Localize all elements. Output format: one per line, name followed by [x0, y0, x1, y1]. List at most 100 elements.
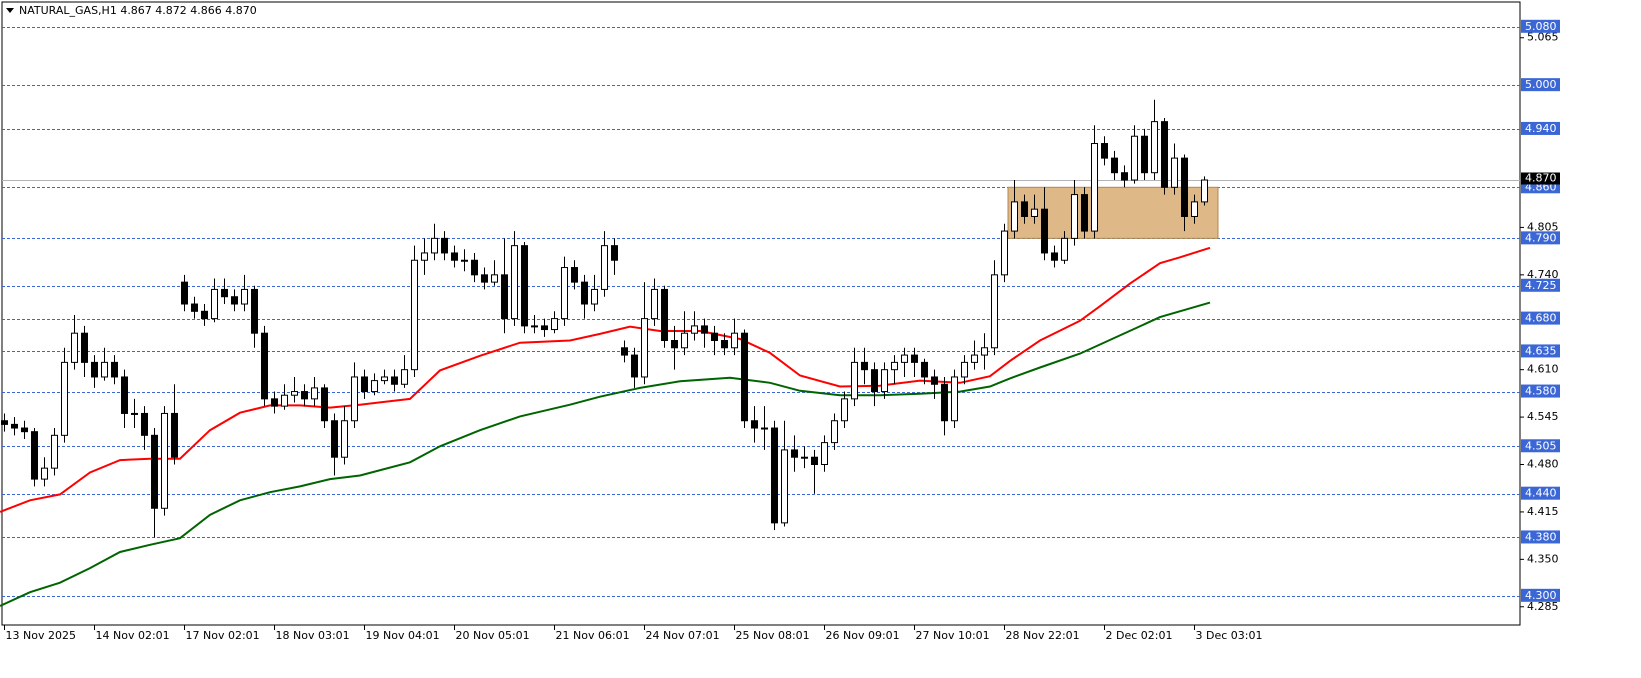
level-label-box	[1521, 231, 1560, 245]
candle-body	[481, 274, 488, 283]
x-tick-label: 25 Nov 08:01	[736, 629, 810, 642]
candle-body	[771, 427, 778, 524]
candle-body	[1011, 201, 1018, 232]
x-tick-label: 19 Nov 04:01	[366, 629, 440, 642]
candle-body	[861, 361, 868, 371]
candle-body	[31, 431, 38, 480]
candle-body	[381, 376, 388, 382]
candle-body	[581, 281, 588, 305]
candle-body	[1111, 157, 1118, 174]
candle-body	[641, 318, 648, 378]
candle-body	[501, 274, 508, 320]
candle-body	[1181, 157, 1188, 217]
level-label-box	[1521, 439, 1560, 453]
candle-body	[301, 391, 308, 400]
candle-body	[261, 332, 268, 400]
candle-body	[851, 361, 858, 400]
candle-body	[451, 252, 458, 261]
candle-body	[111, 361, 118, 378]
candle-body	[371, 380, 378, 393]
y-tick-label: 4.285	[1527, 600, 1559, 613]
candle-body	[701, 325, 708, 334]
candle-body	[591, 288, 598, 305]
candle-body	[711, 332, 718, 341]
x-tick-label: 27 Nov 10:01	[916, 629, 990, 642]
candle-body	[1191, 201, 1198, 217]
candle-body	[721, 339, 728, 349]
moving-average-line	[0, 246, 1211, 513]
candle-body	[401, 369, 408, 385]
candle-body	[121, 376, 128, 414]
candle-body	[271, 398, 278, 407]
candle-body	[471, 259, 478, 276]
x-tick-label: 26 Nov 09:01	[826, 629, 900, 642]
candle-body	[811, 456, 818, 466]
candle-body	[191, 303, 198, 312]
plot-frame	[1, 1, 1521, 626]
candle-body	[1031, 208, 1038, 217]
candle-body	[921, 361, 928, 378]
y-tick-label: 4.610	[1527, 363, 1559, 376]
candle-body	[311, 387, 318, 400]
level-label: 4.505	[1525, 439, 1557, 452]
candle-body	[71, 332, 78, 363]
x-tick-label: 13 Nov 2025	[6, 629, 76, 642]
x-tick-label: 20 Nov 05:01	[456, 629, 530, 642]
candle-body	[1, 420, 8, 425]
candle-body	[81, 332, 88, 363]
x-tick-label: 17 Nov 02:01	[186, 629, 260, 642]
candle-body	[441, 237, 448, 254]
candle-body	[741, 332, 748, 422]
y-tick-label: 4.805	[1527, 220, 1559, 233]
candle-body	[831, 420, 838, 444]
candle-body	[531, 325, 538, 328]
candle-body	[781, 449, 788, 524]
candle-body	[241, 288, 248, 305]
candle-body	[731, 332, 738, 349]
candle-body	[671, 339, 678, 349]
candle-body	[201, 310, 208, 320]
candle-body	[341, 420, 348, 458]
level-label: 4.635	[1525, 344, 1557, 357]
level-label: 5.080	[1525, 20, 1557, 33]
level-label-box	[1521, 311, 1560, 325]
candle-body	[1121, 172, 1128, 181]
candle-body	[161, 412, 168, 509]
y-tick-label: 4.545	[1527, 410, 1559, 423]
y-tick-label: 4.740	[1527, 268, 1559, 281]
x-tick-label: 14 Nov 02:01	[96, 629, 170, 642]
candle-body	[1161, 121, 1168, 188]
candle-body	[321, 387, 328, 422]
candle-body	[551, 318, 558, 331]
candle-body	[11, 423, 18, 429]
candle-body	[751, 420, 758, 429]
candle-body	[871, 369, 878, 393]
candle-body	[1041, 208, 1048, 254]
level-label-box	[1521, 19, 1560, 33]
candle-body	[821, 442, 828, 466]
x-tick-label: 3 Dec 03:01	[1196, 629, 1263, 642]
candle-body	[221, 288, 228, 298]
level-label-box	[1521, 278, 1560, 292]
y-tick-label: 4.480	[1527, 458, 1559, 471]
y-tick-label: 4.415	[1527, 505, 1559, 518]
candle-body	[181, 281, 188, 305]
candle-body	[41, 467, 48, 480]
candle-body	[281, 394, 288, 407]
candle-body	[331, 420, 338, 458]
candle-body	[891, 361, 898, 371]
candle-body	[491, 274, 498, 283]
level-label: 4.300	[1525, 589, 1557, 602]
candle-body	[801, 456, 808, 459]
level-label: 4.580	[1525, 385, 1557, 398]
candle-body	[961, 361, 968, 378]
candle-body	[651, 288, 658, 320]
level-label: 4.940	[1525, 122, 1557, 135]
candle-body	[91, 361, 98, 378]
candle-body	[171, 412, 178, 458]
level-label: 4.790	[1525, 231, 1557, 244]
x-tick-label: 24 Nov 07:01	[646, 629, 720, 642]
candle-body	[571, 267, 578, 283]
